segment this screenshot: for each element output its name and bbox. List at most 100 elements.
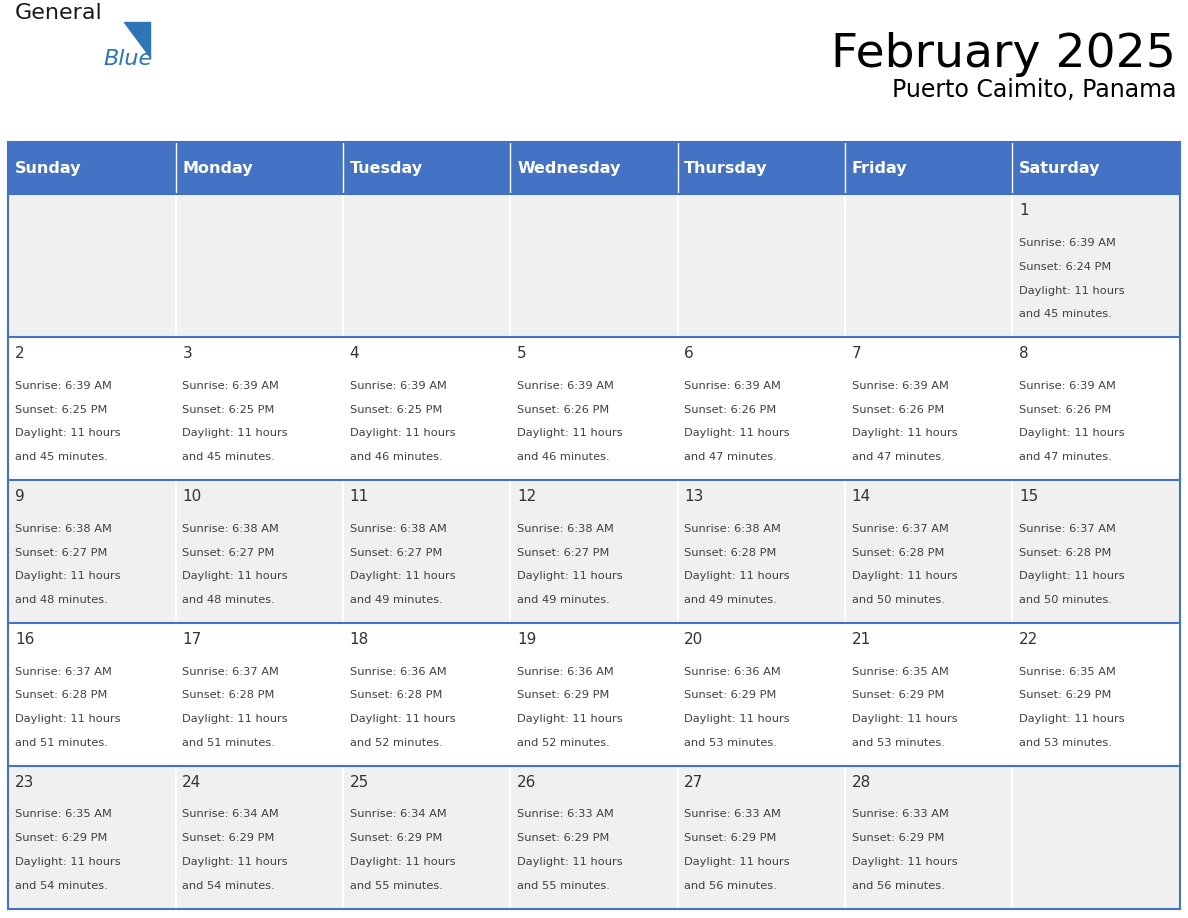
Text: and 49 minutes.: and 49 minutes. (684, 595, 777, 605)
Text: Daylight: 11 hours: Daylight: 11 hours (182, 571, 287, 581)
Text: Daylight: 11 hours: Daylight: 11 hours (349, 857, 455, 868)
Text: and 45 minutes.: and 45 minutes. (182, 453, 276, 463)
Bar (8, 480, 176, 623)
Text: and 50 minutes.: and 50 minutes. (1019, 595, 1112, 605)
Text: Daylight: 11 hours: Daylight: 11 hours (182, 714, 287, 724)
Text: Daylight: 11 hours: Daylight: 11 hours (182, 857, 287, 868)
Bar (343, 195, 511, 337)
Text: Sunset: 6:24 PM: Sunset: 6:24 PM (1019, 262, 1111, 272)
Text: and 47 minutes.: and 47 minutes. (852, 453, 944, 463)
Text: 6: 6 (684, 346, 694, 361)
Text: Sunrise: 6:33 AM: Sunrise: 6:33 AM (517, 810, 614, 820)
Text: Friday: Friday (852, 161, 908, 176)
Text: Sunrise: 6:37 AM: Sunrise: 6:37 AM (182, 666, 279, 677)
Text: Daylight: 11 hours: Daylight: 11 hours (1019, 571, 1125, 581)
Text: Daylight: 11 hours: Daylight: 11 hours (1019, 285, 1125, 296)
Text: Daylight: 11 hours: Daylight: 11 hours (684, 857, 790, 868)
Text: 10: 10 (182, 488, 202, 504)
Text: and 56 minutes.: and 56 minutes. (852, 881, 944, 891)
Bar (677, 480, 845, 623)
Text: and 47 minutes.: and 47 minutes. (684, 453, 777, 463)
Text: Sunset: 6:26 PM: Sunset: 6:26 PM (852, 405, 944, 415)
Text: 16: 16 (15, 632, 34, 646)
Bar (677, 142, 845, 195)
Text: Sunrise: 6:38 AM: Sunrise: 6:38 AM (15, 523, 112, 533)
Text: Daylight: 11 hours: Daylight: 11 hours (15, 714, 121, 724)
Text: and 51 minutes.: and 51 minutes. (15, 738, 108, 748)
Text: Sunrise: 6:37 AM: Sunrise: 6:37 AM (852, 523, 948, 533)
Bar (8, 623, 176, 766)
Text: Daylight: 11 hours: Daylight: 11 hours (852, 714, 958, 724)
Text: Daylight: 11 hours: Daylight: 11 hours (1019, 714, 1125, 724)
Bar (845, 480, 1012, 623)
Text: Daylight: 11 hours: Daylight: 11 hours (517, 429, 623, 439)
Bar (176, 623, 343, 766)
Text: Daylight: 11 hours: Daylight: 11 hours (852, 857, 958, 868)
Text: Sunrise: 6:36 AM: Sunrise: 6:36 AM (349, 666, 447, 677)
Bar (845, 195, 1012, 337)
Text: Daylight: 11 hours: Daylight: 11 hours (517, 857, 623, 868)
Bar (845, 623, 1012, 766)
Text: and 54 minutes.: and 54 minutes. (15, 881, 108, 891)
Text: Sunrise: 6:38 AM: Sunrise: 6:38 AM (182, 523, 279, 533)
Text: Sunset: 6:29 PM: Sunset: 6:29 PM (15, 834, 107, 844)
Text: 14: 14 (852, 488, 871, 504)
Text: Sunrise: 6:39 AM: Sunrise: 6:39 AM (349, 381, 447, 391)
Text: Sunrise: 6:33 AM: Sunrise: 6:33 AM (852, 810, 948, 820)
Text: February 2025: February 2025 (832, 32, 1176, 77)
Text: and 49 minutes.: and 49 minutes. (517, 595, 609, 605)
Text: Daylight: 11 hours: Daylight: 11 hours (852, 429, 958, 439)
Text: 21: 21 (852, 632, 871, 646)
Text: 15: 15 (1019, 488, 1038, 504)
Text: 24: 24 (182, 775, 202, 789)
Text: Sunrise: 6:39 AM: Sunrise: 6:39 AM (1019, 381, 1116, 391)
Text: Sunset: 6:28 PM: Sunset: 6:28 PM (182, 690, 274, 700)
Text: Sunset: 6:29 PM: Sunset: 6:29 PM (1019, 690, 1112, 700)
Bar (1012, 623, 1180, 766)
Text: Sunset: 6:28 PM: Sunset: 6:28 PM (349, 690, 442, 700)
Text: Sunset: 6:29 PM: Sunset: 6:29 PM (517, 834, 609, 844)
Text: Sunrise: 6:39 AM: Sunrise: 6:39 AM (182, 381, 279, 391)
Bar (1012, 766, 1180, 909)
Bar (677, 623, 845, 766)
Bar (845, 337, 1012, 480)
Text: Sunset: 6:25 PM: Sunset: 6:25 PM (349, 405, 442, 415)
Text: Sunset: 6:29 PM: Sunset: 6:29 PM (684, 690, 777, 700)
Bar (343, 337, 511, 480)
Bar (8, 766, 176, 909)
Text: and 48 minutes.: and 48 minutes. (15, 595, 108, 605)
Text: and 53 minutes.: and 53 minutes. (852, 738, 944, 748)
Bar (511, 195, 677, 337)
Text: Sunrise: 6:38 AM: Sunrise: 6:38 AM (517, 523, 614, 533)
Text: 1: 1 (1019, 203, 1029, 218)
Text: Daylight: 11 hours: Daylight: 11 hours (15, 429, 121, 439)
Bar (845, 142, 1012, 195)
Text: Daylight: 11 hours: Daylight: 11 hours (15, 857, 121, 868)
Text: Sunrise: 6:33 AM: Sunrise: 6:33 AM (684, 810, 782, 820)
Text: Sunrise: 6:35 AM: Sunrise: 6:35 AM (15, 810, 112, 820)
Text: Daylight: 11 hours: Daylight: 11 hours (182, 429, 287, 439)
Text: and 53 minutes.: and 53 minutes. (684, 738, 777, 748)
Bar (176, 142, 343, 195)
Text: and 51 minutes.: and 51 minutes. (182, 738, 276, 748)
Text: Sunset: 6:28 PM: Sunset: 6:28 PM (684, 547, 777, 557)
Bar (677, 195, 845, 337)
Text: Sunrise: 6:39 AM: Sunrise: 6:39 AM (684, 381, 782, 391)
Bar (176, 480, 343, 623)
Bar (343, 623, 511, 766)
Polygon shape (124, 22, 150, 57)
Bar (8, 195, 176, 337)
Text: 3: 3 (182, 346, 192, 361)
Text: and 53 minutes.: and 53 minutes. (1019, 738, 1112, 748)
Text: Sunset: 6:27 PM: Sunset: 6:27 PM (182, 547, 274, 557)
Text: 13: 13 (684, 488, 703, 504)
Text: Saturday: Saturday (1019, 161, 1100, 176)
Text: Sunrise: 6:39 AM: Sunrise: 6:39 AM (852, 381, 948, 391)
Text: 11: 11 (349, 488, 369, 504)
Bar (8, 337, 176, 480)
Text: Puerto Caimito, Panama: Puerto Caimito, Panama (892, 78, 1176, 102)
Text: and 48 minutes.: and 48 minutes. (182, 595, 276, 605)
Text: and 52 minutes.: and 52 minutes. (349, 738, 442, 748)
Text: Sunday: Sunday (15, 161, 82, 176)
Bar (1012, 337, 1180, 480)
